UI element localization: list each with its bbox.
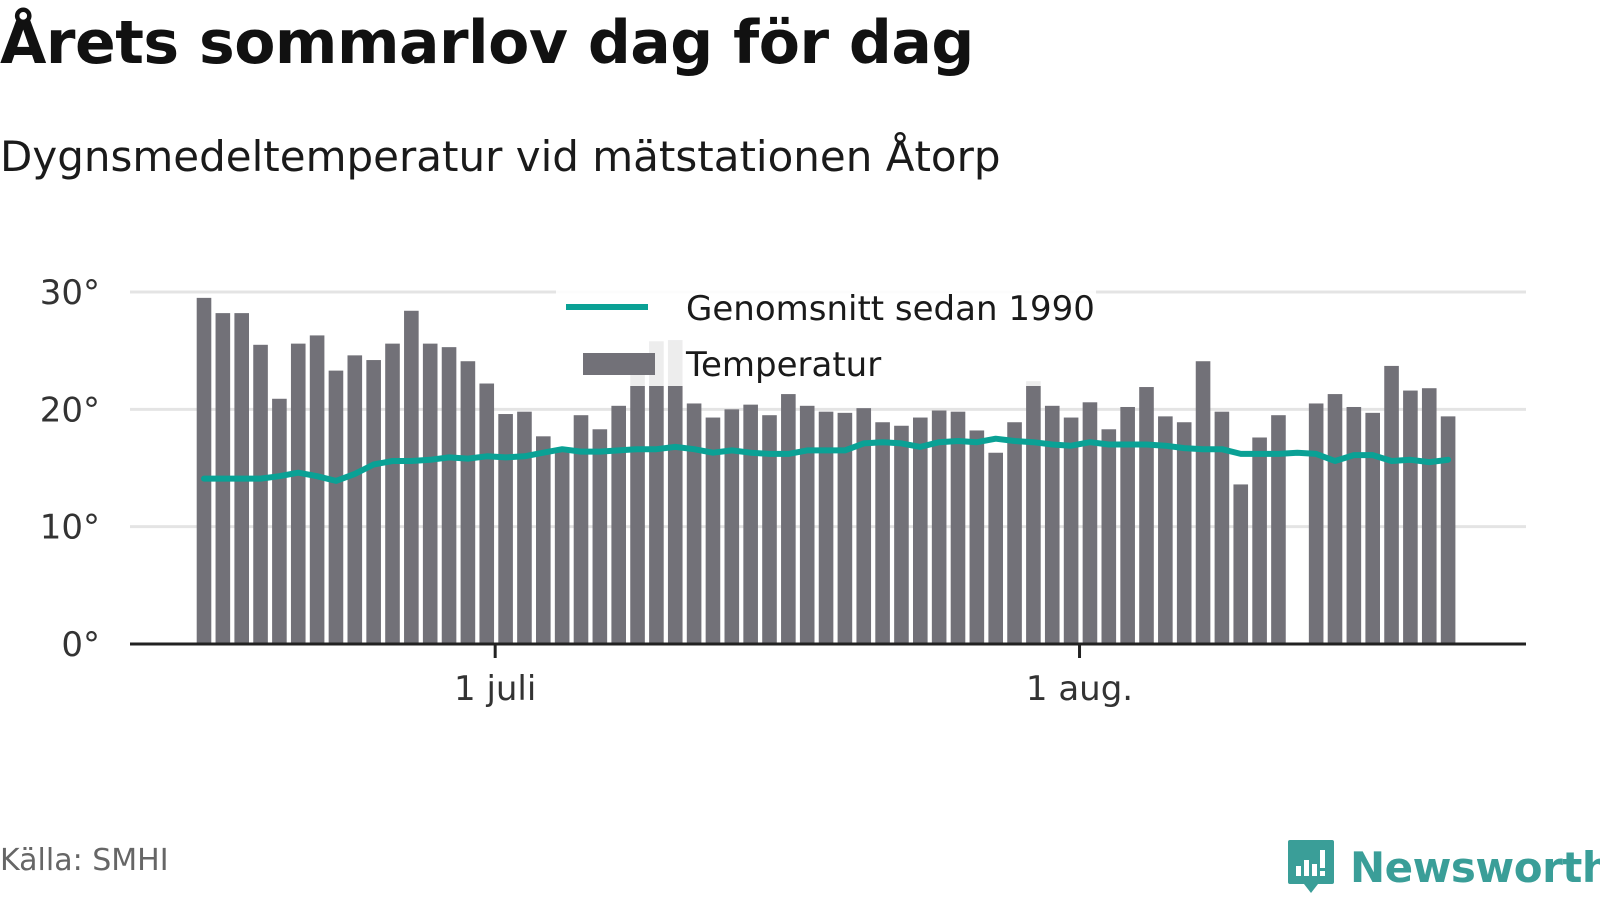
temperature-bar [1044, 405, 1060, 644]
temperature-bar [1082, 402, 1098, 644]
temperature-bar [1214, 411, 1230, 644]
temperature-bar [1440, 416, 1456, 644]
temperature-bar [1346, 406, 1362, 644]
temperature-bar [781, 394, 796, 644]
temperature-bar [573, 415, 589, 644]
temperature-bar [1158, 416, 1173, 644]
temperature-bar [950, 411, 966, 644]
legend-label-temperature: Temperatur [685, 345, 881, 385]
temperature-bar [422, 343, 438, 644]
temperature-bar [1403, 390, 1418, 644]
source-credit: Källa: SMHI [0, 843, 169, 878]
temperature-bar [762, 415, 777, 644]
temperature-bar [837, 412, 853, 644]
temperature-bar [290, 343, 306, 644]
temperature-bar [347, 355, 363, 644]
temperature-bar [611, 405, 626, 644]
temperature-bar [1384, 365, 1399, 644]
temperature-bar [1007, 422, 1022, 644]
temperature-bar [988, 452, 1003, 644]
temperature-bar [536, 436, 551, 644]
temperature-bar [328, 370, 344, 644]
x-tick-label: 1 juli [454, 669, 536, 709]
temperature-bar [1308, 403, 1324, 644]
temperature-bar [1176, 422, 1192, 644]
average-line-group [201, 435, 1452, 484]
temperature-bar [743, 404, 758, 644]
temperature-bar [366, 360, 381, 644]
chart-subtitle: Dygnsmedeltemperatur vid mätstationen Åt… [0, 132, 1001, 181]
temperature-bar [272, 398, 287, 644]
temperature-bar [856, 408, 872, 644]
brand-logo: Newsworthy [1286, 838, 1600, 896]
brand-name: Newsworthy [1350, 842, 1600, 892]
temperature-bar [705, 417, 721, 644]
temperature-bar [667, 340, 683, 644]
y-axis-labels: 0° 10° 20° 30° [40, 273, 100, 665]
temperature-bar [196, 297, 212, 644]
legend-label-average: Genomsnitt sedan 1990 [686, 289, 1095, 329]
temperature-bar [1063, 417, 1079, 644]
temperature-bar [1026, 381, 1041, 644]
x-tick-label: 1 aug. [1026, 669, 1133, 709]
x-axis: 1 juli 1 aug. [130, 642, 1526, 709]
newsworthy-logo-icon [1288, 840, 1334, 893]
temperature-bar [649, 341, 664, 644]
y-tick-label: 20° [40, 390, 100, 430]
temperature-bar [913, 417, 928, 644]
temperature-bar [969, 430, 985, 644]
temperature-bar [309, 335, 325, 644]
legend: Genomsnitt sedan 1990 Temperatur [556, 274, 1096, 386]
chart-title: Årets sommarlov dag för dag [0, 8, 974, 78]
temperature-bar [385, 343, 400, 644]
temperature-bar [1327, 394, 1343, 644]
temperature-bar [799, 405, 815, 644]
temperature-bar [554, 449, 570, 644]
temperature-bar [875, 422, 890, 644]
temperature-bar [1195, 361, 1211, 644]
temperature-bar [404, 310, 419, 644]
temperature-bar [1233, 484, 1249, 644]
temperature-bar [931, 410, 947, 644]
temperature-bar [1252, 437, 1267, 644]
temperature-bar [460, 361, 476, 644]
temperature-bar [1120, 406, 1135, 644]
y-tick-label: 0° [61, 625, 100, 665]
temperature-bar [479, 383, 495, 644]
temperature-bar [517, 411, 532, 644]
temperature-bar [724, 409, 740, 644]
average-line [201, 435, 1452, 484]
y-tick-label: 30° [40, 273, 100, 313]
temperature-bar [894, 425, 909, 644]
legend-bar-swatch [583, 353, 655, 375]
y-tick-label: 10° [40, 508, 100, 548]
temperature-bar [1271, 415, 1286, 644]
temperature-bar [1365, 412, 1380, 644]
temperature-bar [1421, 388, 1437, 644]
temperature-bar [1139, 387, 1154, 644]
temperature-bar [441, 347, 457, 644]
temperature-bar [253, 344, 268, 644]
temperature-bar [592, 429, 608, 644]
temperature-bar [818, 411, 834, 644]
temperature-bar [1101, 429, 1117, 644]
temperature-bar [498, 414, 513, 644]
temperature-bar [686, 403, 702, 644]
temperature-bar [630, 370, 645, 644]
